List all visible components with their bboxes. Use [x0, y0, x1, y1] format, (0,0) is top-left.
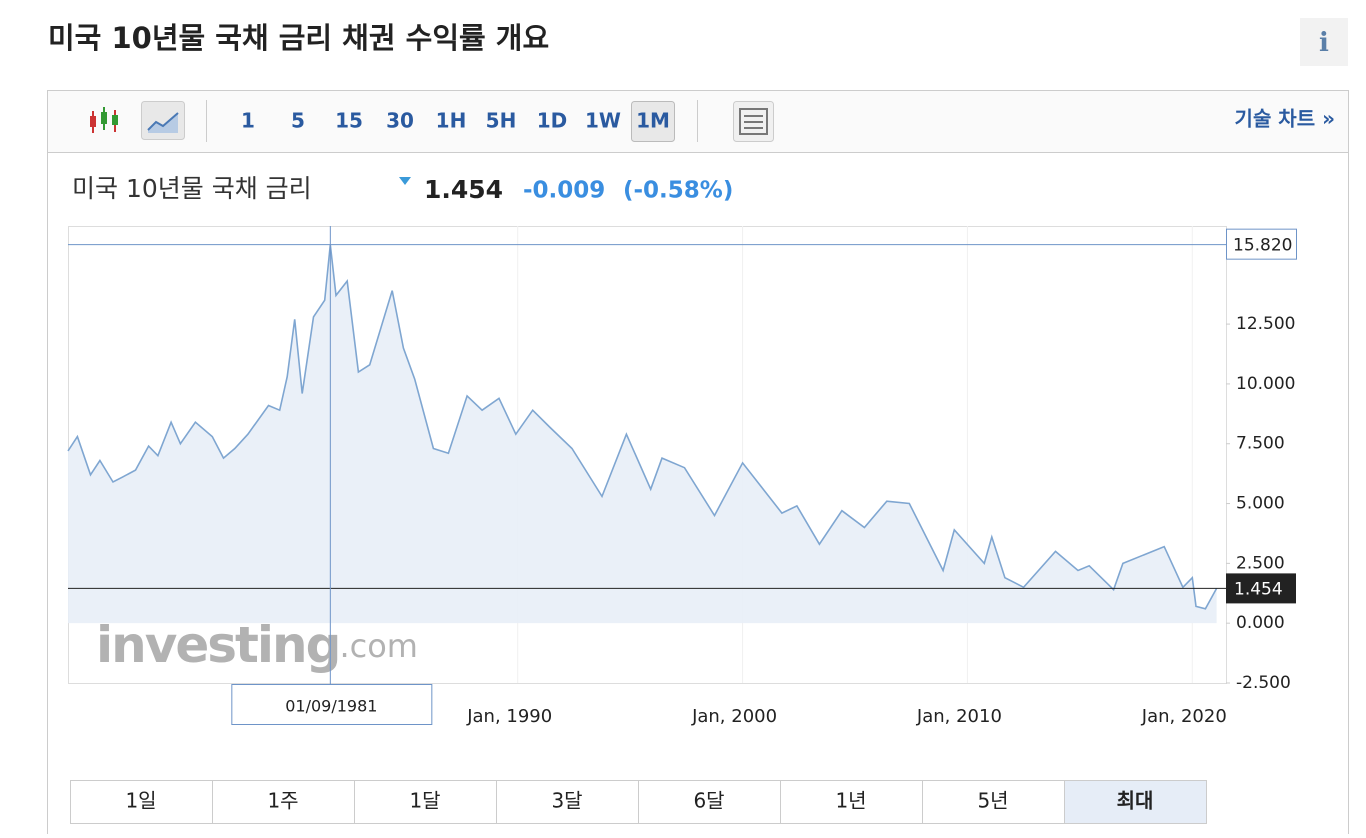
range-label[interactable]: 1일: [125, 789, 156, 813]
crosshair-date-box: [231, 684, 433, 725]
range-button[interactable]: [70, 780, 213, 824]
interval-button[interactable]: 15: [335, 109, 363, 133]
interval-button[interactable]: 5H: [486, 109, 517, 133]
range-label[interactable]: 최대: [1117, 789, 1154, 813]
crosshair-value-box: [1226, 228, 1297, 260]
quote-price: 1.454: [424, 175, 503, 204]
quote-change-pct: (-0.58%): [623, 178, 733, 204]
line-chart-button[interactable]: [141, 101, 185, 140]
watermark-suffix: .com: [339, 627, 418, 665]
candle-icon[interactable]: [90, 107, 118, 133]
line-icon: [148, 113, 178, 133]
crosshair-date-label: 01/09/1981: [285, 697, 377, 716]
crosshair-value-label: 15.820: [1233, 236, 1292, 256]
last-value-label: 1.454: [1234, 579, 1283, 599]
range-label[interactable]: 3달: [551, 789, 582, 813]
range-button[interactable]: [922, 780, 1065, 824]
range-label[interactable]: 1년: [835, 789, 866, 813]
x-tick-label: Jan, 2020: [1141, 706, 1227, 727]
interval-button[interactable]: 1H: [436, 109, 467, 133]
tech-chart-link[interactable]: 기술 차트 »: [1235, 107, 1335, 131]
area: [68, 244, 1217, 624]
interval-button[interactable]: 1M: [636, 109, 670, 133]
info-icon[interactable]: i: [1319, 28, 1329, 58]
settings-icon: [739, 108, 768, 135]
interval-button[interactable]: 5: [291, 109, 305, 133]
range-button[interactable]: [638, 780, 781, 824]
info-button[interactable]: [1300, 18, 1348, 66]
y-tick-label: -2.500: [1236, 673, 1291, 693]
interval-button[interactable]: 1D: [537, 109, 568, 133]
watermark: investing.com: [96, 616, 418, 674]
range-label[interactable]: 1주: [267, 789, 298, 813]
interval-button[interactable]: 30: [386, 109, 414, 133]
quote-name: 미국 10년물 국채 금리: [72, 174, 312, 203]
y-tick-label: 0.000: [1236, 613, 1285, 633]
y-tick-label: 12.500: [1236, 314, 1295, 334]
watermark-brand: investing: [96, 616, 339, 674]
range-label[interactable]: 1달: [409, 789, 440, 813]
y-tick-label: 7.500: [1236, 434, 1285, 454]
range-label[interactable]: 5년: [977, 789, 1008, 813]
interval-active[interactable]: [631, 101, 675, 142]
down-arrow: [399, 177, 411, 185]
page-title: 미국 10년물 국채 금리 채권 수익률 개요: [48, 21, 549, 55]
range-label[interactable]: 6달: [693, 789, 724, 813]
range-button[interactable]: [780, 780, 923, 824]
x-tick-label: Jan, 2000: [691, 706, 777, 727]
x-tick-label: Jan, 2010: [916, 706, 1002, 727]
last-value-box: [1226, 573, 1296, 604]
y-tick-label: 10.000: [1236, 374, 1295, 394]
interval-button[interactable]: 1: [241, 109, 255, 133]
range-button[interactable]: [1064, 780, 1207, 824]
range-button[interactable]: [496, 780, 639, 824]
range-button[interactable]: [212, 780, 355, 824]
y-tick-label: 5.000: [1236, 494, 1285, 514]
quote-change: -0.009: [523, 178, 605, 204]
range-button[interactable]: [354, 780, 497, 824]
interval-button[interactable]: 1W: [585, 109, 621, 133]
line: [67, 244, 1218, 610]
x-tick-label: Jan, 1990: [466, 706, 552, 727]
y-tick-label: 2.500: [1236, 553, 1285, 573]
line-icon-stroke: [147, 112, 179, 131]
